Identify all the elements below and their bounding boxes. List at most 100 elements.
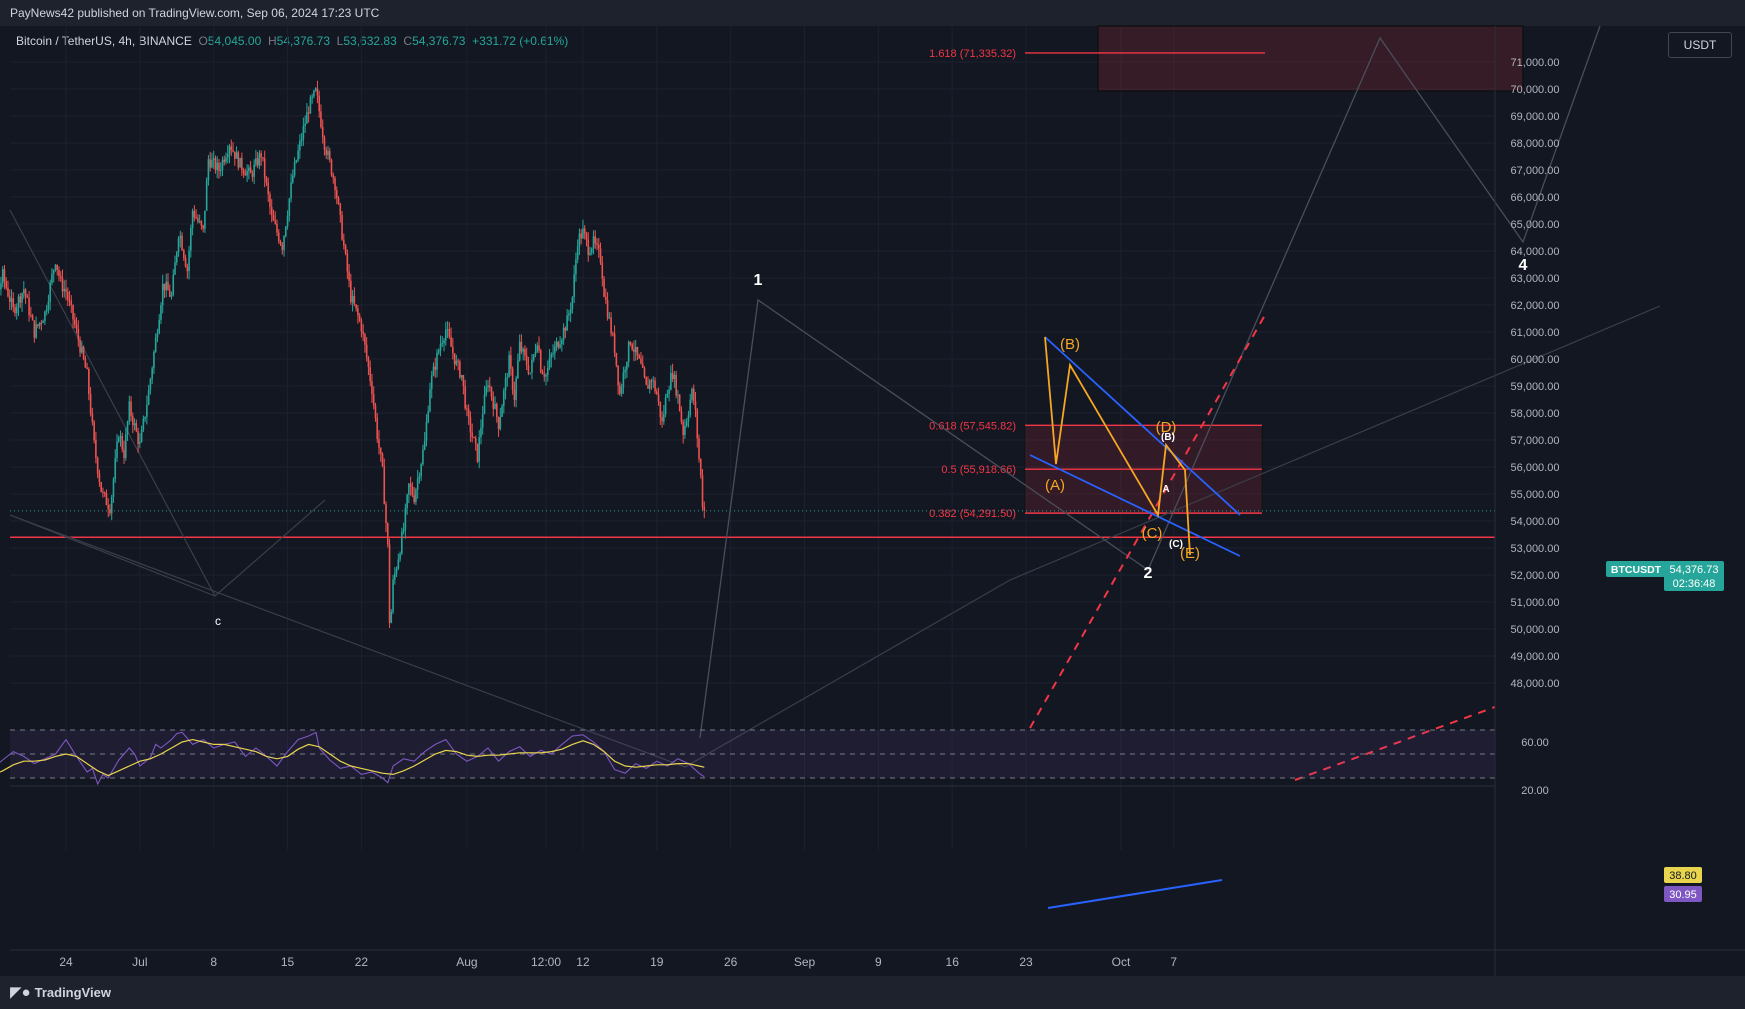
candle-body xyxy=(445,329,447,341)
candle-body xyxy=(320,111,322,128)
candle-body xyxy=(38,322,41,326)
candle-body xyxy=(443,340,445,344)
rsi-y-tick-label: 20.00 xyxy=(1521,785,1549,797)
candle-body xyxy=(685,421,688,426)
rsi-ma-value-tag xyxy=(1664,867,1702,883)
candle-body xyxy=(184,257,187,267)
candle-body xyxy=(392,579,394,612)
candle-body xyxy=(24,289,27,297)
candle-body xyxy=(388,544,391,623)
candle-body xyxy=(293,162,296,176)
candle-body xyxy=(576,246,579,260)
candle-body xyxy=(337,198,340,204)
candle-body xyxy=(350,280,352,303)
candle-body xyxy=(480,427,482,438)
candle-body xyxy=(288,198,291,216)
candle-body xyxy=(666,393,669,398)
candle-body xyxy=(585,233,588,240)
currency-button[interactable]: USDT xyxy=(1668,32,1732,58)
candle-body xyxy=(511,368,514,390)
candle-body xyxy=(538,345,540,351)
candle-body xyxy=(469,416,472,433)
candle-body xyxy=(205,180,208,211)
x-tick-label: Sep xyxy=(794,955,816,969)
candle-body xyxy=(123,449,125,459)
candle-body xyxy=(77,328,80,340)
candle-body xyxy=(269,194,271,207)
x-tick-label: 26 xyxy=(724,955,738,969)
wave-label: (E) xyxy=(1180,545,1200,562)
candle-body xyxy=(339,203,342,215)
candle-body xyxy=(504,378,507,391)
candle-body xyxy=(23,289,25,294)
candle-body xyxy=(139,441,141,444)
candle-body xyxy=(415,489,417,503)
candle-body xyxy=(687,415,690,422)
price-chart[interactable]: 1.618 (71,335.32) 0.618 (57,545.82) 0.5 (5… xyxy=(0,0,1745,976)
candle-body xyxy=(510,355,512,369)
publish-header: PayNews42 published on TradingView.com, … xyxy=(0,0,1745,26)
countdown-value: 02:36:48 xyxy=(1673,578,1716,590)
symbol-name[interactable]: Bitcoin / TetherUS, 4h, BINANCE xyxy=(16,34,192,48)
candle-body xyxy=(367,357,370,368)
candle-body xyxy=(105,493,108,506)
candle-body xyxy=(341,214,343,240)
candle-body xyxy=(21,293,23,303)
candle-body xyxy=(413,495,415,503)
open-label: O xyxy=(198,34,208,48)
candle-body xyxy=(327,151,329,155)
candle-body xyxy=(467,409,470,417)
candle-body xyxy=(633,349,635,353)
candle-body xyxy=(441,343,444,345)
candle-body xyxy=(304,123,306,127)
candle-body xyxy=(364,334,366,345)
wave-label: 4 xyxy=(1519,257,1528,274)
candle-body xyxy=(84,358,87,368)
candle-body xyxy=(223,159,226,163)
candle-body xyxy=(306,112,308,124)
candle-body xyxy=(532,354,535,360)
symbol-legend[interactable]: Bitcoin / TetherUS, 4h, BINANCE O54,045.… xyxy=(16,34,568,48)
candle-body xyxy=(439,343,442,351)
candle-body xyxy=(255,158,257,165)
candle-body xyxy=(476,443,479,462)
wave-label: c xyxy=(215,614,221,628)
candle-body xyxy=(404,508,407,530)
candle-body xyxy=(481,413,484,428)
candle-body xyxy=(432,366,435,376)
candle-body xyxy=(682,421,684,435)
candle-body xyxy=(357,308,359,316)
candle-body xyxy=(17,296,20,308)
candle-body xyxy=(627,341,630,362)
candle-body xyxy=(436,352,438,370)
candle-body xyxy=(416,478,419,490)
candle-body xyxy=(295,160,298,163)
tradingview-logo-icon: ◤● xyxy=(10,984,31,1001)
candle-body xyxy=(661,417,663,422)
candle-body xyxy=(508,355,510,378)
rsi-divergence-line xyxy=(1047,879,1223,909)
y-tick-label: 58,000.00 xyxy=(1511,408,1560,420)
candle-body xyxy=(168,290,171,297)
candle-body xyxy=(503,390,505,406)
candle-body xyxy=(648,380,651,389)
candle-body xyxy=(569,309,572,314)
candle-body xyxy=(659,401,662,418)
candle-body xyxy=(272,215,275,221)
candle-body xyxy=(12,298,15,308)
tradingview-logo[interactable]: ◤● TradingView xyxy=(10,983,111,1001)
candle-body xyxy=(107,505,109,510)
candle-body xyxy=(300,139,303,141)
candle-body xyxy=(56,264,59,270)
candle-body xyxy=(580,233,582,239)
candle-body xyxy=(351,296,354,303)
candle-body xyxy=(626,361,628,370)
candle-body xyxy=(645,376,648,385)
candle-body xyxy=(179,235,182,239)
candle-body xyxy=(219,169,222,172)
candle-body xyxy=(174,262,176,275)
candle-body xyxy=(204,210,206,229)
candle-body xyxy=(167,281,169,291)
candle-body xyxy=(65,288,67,293)
candle-body xyxy=(37,324,39,326)
